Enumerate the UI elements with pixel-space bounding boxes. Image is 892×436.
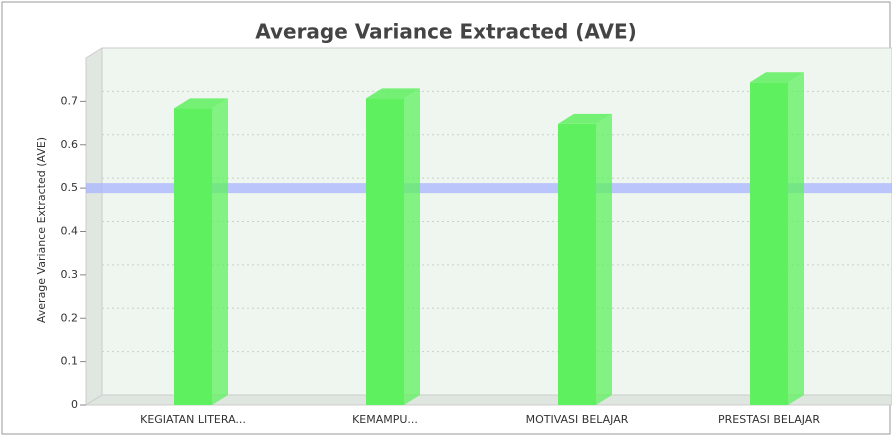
- y-axis-label: Average Variance Extracted (AVE): [35, 137, 48, 323]
- bar-side: [212, 98, 228, 405]
- x-tick-label: KEMAMPU...: [352, 413, 418, 426]
- bar-side: [404, 88, 420, 405]
- y-tick-label: 0.7: [61, 94, 79, 107]
- chart-title: Average Variance Extracted (AVE): [255, 20, 637, 44]
- bar: [750, 72, 804, 405]
- bar: [174, 98, 228, 405]
- bar-front: [750, 82, 788, 405]
- bar: [366, 88, 420, 405]
- page: {"chart_data": {"type": "bar", "title": …: [0, 0, 892, 436]
- y-tick-label: 0.2: [61, 311, 79, 324]
- bar-side: [596, 114, 612, 405]
- y-tick-label: 0.1: [61, 355, 79, 368]
- x-tick-label: PRESTASI BELAJAR: [718, 413, 820, 426]
- bar-side: [788, 72, 804, 405]
- y-tick-label: 0.5: [61, 181, 79, 194]
- x-tick-label: MOTIVASI BELAJAR: [526, 413, 629, 426]
- y-tick-label: 0.3: [61, 268, 79, 281]
- x-tick-label: KEGIATAN LITERA...: [140, 413, 246, 426]
- plot-side-wall: [86, 48, 102, 405]
- bar-front: [174, 108, 212, 405]
- bar-front: [366, 98, 404, 405]
- bar: [558, 114, 612, 405]
- bar-front: [558, 124, 596, 405]
- chart: Average Variance Extracted (AVE) Average…: [0, 0, 892, 436]
- y-tick-label: 0: [71, 398, 78, 411]
- y-tick-label: 0.6: [61, 138, 79, 151]
- y-tick-label: 0.4: [61, 225, 79, 238]
